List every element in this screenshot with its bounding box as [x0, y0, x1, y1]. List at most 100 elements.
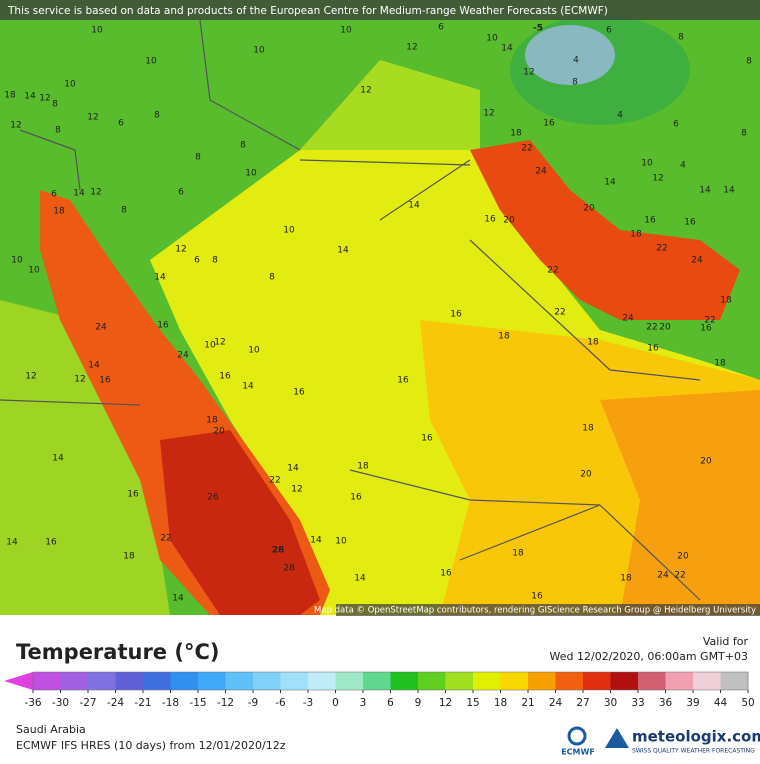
temperature-label: 16 — [99, 376, 111, 386]
temperature-label: 16 — [700, 324, 712, 334]
temperature-label: 12 — [214, 338, 225, 348]
temperature-label: 6 — [118, 119, 124, 129]
colorbar-segment — [253, 672, 281, 690]
temperature-label: 12 — [25, 372, 36, 382]
colorbar-segment — [280, 672, 309, 690]
temperature-label: 22 — [646, 323, 657, 333]
colorbar-segment — [528, 672, 556, 690]
temperature-label: 18 — [587, 338, 599, 348]
colorbar-segment — [115, 672, 144, 690]
colorbar-segment — [88, 672, 116, 690]
gulf — [470, 140, 740, 320]
temperature-label: 4 — [573, 56, 579, 66]
temperature-label: 18 — [206, 416, 218, 426]
temperature-label: 6 — [51, 190, 57, 200]
temperature-label: 4 — [617, 111, 623, 121]
temperature-label: 16 — [450, 310, 462, 320]
colorbar-tick-label: -18 — [162, 697, 179, 709]
ecmwf-text: ECMWF — [561, 748, 595, 757]
temperature-label: 20 — [213, 427, 225, 437]
valid-time: Wed 12/02/2020, 06:00am GMT+03 — [550, 650, 748, 663]
colorbar-segment — [225, 672, 254, 690]
colorbar-tick-label: -27 — [79, 697, 96, 709]
brand: meteologix.com — [632, 728, 760, 746]
temperature-label: 6 — [673, 120, 679, 130]
temperature-label: 16 — [684, 218, 696, 228]
temperature-label: 12 — [483, 109, 494, 119]
borders — [0, 19, 701, 601]
temperature-label: 18 — [498, 332, 510, 342]
colorbar-segment — [60, 672, 89, 690]
temperature-label: 10 — [340, 26, 352, 36]
colorbar-segment — [33, 672, 61, 690]
temperature-label: 10 — [145, 57, 157, 67]
colorbar-tick-label: 24 — [549, 697, 563, 709]
temperature-label: 14 — [604, 178, 616, 188]
colorbar-segment — [445, 672, 474, 690]
temperature-label: 16 — [127, 490, 139, 500]
temperature-label: 10 — [248, 346, 260, 356]
temperature-label: 22 — [656, 244, 667, 254]
temperature-label: 18 — [512, 549, 524, 559]
colorbar: -36 -30 -27 -24 -21 -18 -15 -12 -9 -6 -3 0 3 6 9 12 15 18… — [4, 671, 755, 709]
colorbar-tick-label: 33 — [631, 697, 644, 709]
temperature-label: 14 — [73, 189, 85, 199]
temperature-label: 12 — [406, 43, 417, 53]
temperature-label: 8 — [240, 141, 246, 151]
colorbar-tick-label: 3 — [360, 697, 367, 709]
colorbar-segment — [500, 672, 529, 690]
temperature-label: 12 — [74, 375, 85, 385]
colorbar-segment — [665, 672, 694, 690]
temperature-label: 16 — [350, 493, 362, 503]
colorbar-segment — [583, 672, 611, 690]
temperature-label: 12 — [360, 86, 371, 96]
temperature-label: 8 — [212, 256, 218, 266]
colorbar-segment — [363, 672, 391, 690]
temperature-label: 24 — [691, 256, 703, 266]
temperature-label: 16 — [647, 344, 659, 354]
temperature-label: 14 — [172, 594, 184, 604]
attribution: Map data © OpenStreetMap contributors, r… — [314, 606, 756, 616]
temperature-label: 20 — [583, 204, 595, 214]
colorbar-tick-label: 30 — [604, 697, 617, 709]
colorbar-tick-label: 0 — [332, 697, 339, 709]
temperature-label: 14 — [154, 273, 166, 283]
colorbar-segment — [198, 672, 226, 690]
temperature-label: 12 — [39, 94, 50, 104]
temperature-label: 10 — [91, 26, 103, 36]
temperature-label: 10 — [245, 169, 257, 179]
temperature-label: 14 — [337, 246, 349, 256]
colorbar-tick-label: 9 — [415, 697, 422, 709]
colorbar-tick-label: 15 — [466, 697, 479, 709]
temperature-label: 18 — [357, 462, 369, 472]
temperature-label: 22 — [547, 266, 558, 276]
colorbar-segment — [555, 672, 584, 690]
temperature-label: 18 — [4, 91, 16, 101]
temperature-label: 20 — [580, 470, 592, 480]
temperature-label: 18 — [620, 574, 632, 584]
colorbar-tick-label: -15 — [189, 697, 206, 709]
legend-title: Temperature (°C) — [16, 640, 219, 664]
temperature-label: 14 — [501, 44, 513, 54]
temperature-label: 10 — [253, 46, 265, 56]
colorbar-tick-label: 6 — [387, 697, 394, 709]
colorbar-segment — [143, 672, 171, 690]
temperature-label: 16 — [484, 215, 496, 225]
colorbar-tick-label: 18 — [494, 697, 507, 709]
colorbar-tick-label: 44 — [714, 697, 728, 709]
temperature-label: 8 — [746, 57, 752, 67]
colorbar-tick-label: -36 — [24, 697, 41, 709]
temperature-label: 10 — [64, 80, 76, 90]
temperature-label: 18 — [53, 207, 65, 217]
temperature-label: 28 — [272, 546, 285, 556]
temperature-label: 16 — [45, 538, 57, 548]
colorbar-segment — [308, 672, 336, 690]
colorbar-tick-label: 39 — [686, 697, 699, 709]
temperature-label: 10 — [11, 256, 23, 266]
colorbar-tick-label: -6 — [275, 697, 286, 709]
temperature-label: 20 — [503, 216, 515, 226]
temperature-label: 6 — [606, 26, 612, 36]
valid-label: Valid for — [703, 635, 749, 648]
temperature-label: 22 — [160, 534, 171, 544]
temperature-label: 24 — [177, 351, 189, 361]
